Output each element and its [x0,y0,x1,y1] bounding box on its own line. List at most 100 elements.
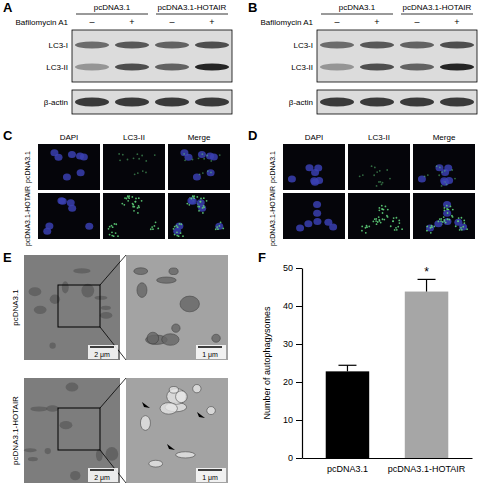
puncta [137,212,139,214]
tem-texture [149,460,163,467]
puncta [206,200,208,202]
group-underline [156,14,228,15]
tem-texture [140,416,150,431]
puncta [397,226,399,228]
zoom-line [100,255,126,285]
puncta [198,210,200,212]
y-tick: 20 [283,377,302,387]
blot-band [360,98,394,107]
channel-header: DAPI [305,133,324,142]
blot-image [72,30,232,82]
blot-band [195,98,229,107]
puncta [444,170,446,172]
blot-band [75,42,109,49]
lane-label: + [454,17,459,27]
tem-texture [157,277,177,283]
puncta [127,200,129,202]
nucleus [80,154,88,161]
puncta [392,220,394,222]
tem-texture [24,448,37,452]
group-underline [76,14,148,15]
nucleus [443,210,451,217]
blot-band [320,98,354,107]
puncta [196,196,198,198]
puncta [177,226,179,228]
puncta [133,206,135,208]
tem-texture [147,332,159,344]
tem-texture [29,287,42,296]
x-axis: pcDNA3.1pcDNA3.1-HOTAIR [303,458,473,474]
tem-zoom [126,255,228,360]
fluorescence-image [103,144,165,190]
channel-header: DAPI [60,133,79,142]
tem-texture [46,405,58,412]
blot-image [317,90,477,114]
puncta [463,220,465,222]
nucleus [210,154,218,161]
panel-label: D [248,128,257,143]
y-tick: 40 [283,301,302,311]
puncta [448,219,450,221]
plot-area [326,279,449,458]
puncta [385,206,387,208]
puncta [440,220,442,222]
puncta [155,221,157,223]
tem-texture [30,406,47,411]
tem-texture [176,391,188,403]
puncta [447,208,449,210]
tem-texture [62,281,69,293]
lane-label: – [414,17,419,27]
puncta [176,231,178,233]
tem-texture [101,306,111,310]
row-label: pcDNA3.1 [269,151,277,183]
puncta [464,222,466,224]
puncta [150,228,152,230]
nucleus [418,175,426,182]
puncta [210,172,212,174]
puncta [396,229,398,231]
puncta [374,218,376,220]
puncta [186,203,188,205]
lane-label: – [89,17,94,27]
tem-texture [50,295,60,304]
channel-header: LC3-II [368,133,390,142]
puncta [134,173,136,175]
puncta [122,154,124,156]
puncta [127,159,129,161]
channel-header: Merge [188,133,211,142]
puncta [183,153,185,155]
zoom-line [100,378,126,408]
lane-label: + [374,17,379,27]
puncta [112,226,114,228]
puncta [454,178,456,180]
puncta [381,183,383,185]
puncta [117,235,119,237]
arrow [167,444,175,450]
nucleus [445,177,453,184]
y-tick: 10 [283,415,302,425]
puncta [446,205,448,207]
puncta [445,222,447,224]
puncta [374,167,376,169]
puncta [114,223,116,225]
treatment-label: Bafilomycin A1 [16,18,69,27]
puncta [173,228,175,230]
puncta [174,234,176,236]
nucleus [313,201,321,208]
blot-band [115,98,149,107]
puncta [393,217,395,219]
puncta [200,198,202,200]
group-header: pcDNA3.1 [339,3,376,12]
puncta [180,223,182,225]
y-tick-label: 40 [283,301,293,311]
puncta [176,225,178,227]
y-tick-mark [296,306,302,307]
puncta [383,219,385,221]
puncta [443,216,445,218]
y-tick-mark [296,268,302,269]
nucleus [68,205,76,212]
blot-band [360,64,394,71]
fluorescence-image [103,193,165,239]
puncta [375,220,377,222]
x-axis-line [303,458,473,459]
